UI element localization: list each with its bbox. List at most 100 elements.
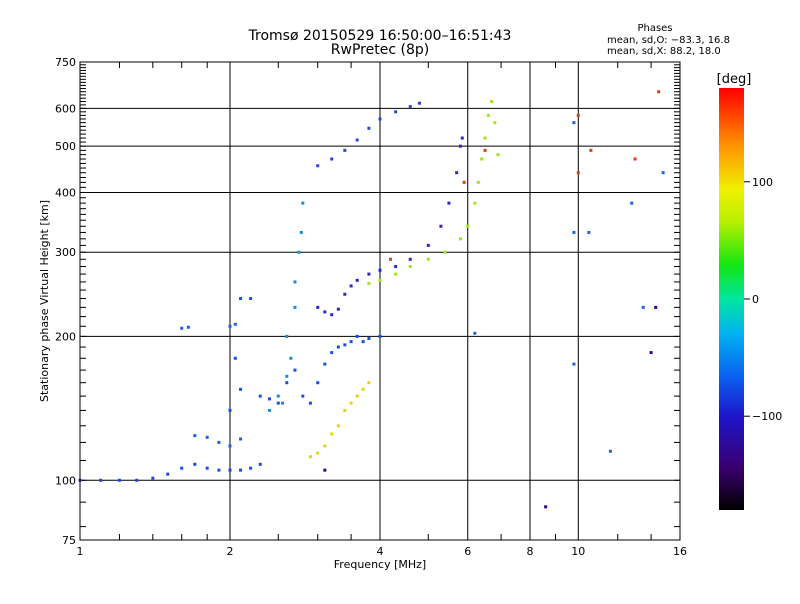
echo-point xyxy=(193,462,197,466)
y-axis-label: Stationary phase Virtual Height [km] xyxy=(38,200,51,402)
colorbar xyxy=(719,88,744,510)
echo-point xyxy=(443,250,447,254)
echo-point xyxy=(367,381,371,385)
echo-point xyxy=(473,331,477,335)
echo-point xyxy=(589,148,593,152)
echo-point xyxy=(239,387,243,391)
echo-point xyxy=(323,310,327,314)
echo-point xyxy=(483,148,487,152)
echo-point xyxy=(576,113,580,117)
echo-point xyxy=(180,466,184,470)
echo-point xyxy=(493,121,497,125)
echo-point xyxy=(316,451,320,455)
echo-point xyxy=(228,468,232,472)
echo-point xyxy=(654,305,658,309)
x-tick-label: 16 xyxy=(673,545,687,558)
echo-point xyxy=(394,272,398,276)
y-tick-label: 100 xyxy=(55,474,76,487)
echo-point xyxy=(330,351,334,355)
echo-point xyxy=(367,282,371,286)
echo-point xyxy=(367,272,371,276)
echo-point xyxy=(323,444,327,448)
echo-point xyxy=(458,237,462,241)
colorbar-label: [deg] xyxy=(717,72,752,87)
phases-x-stats: mean, sd,X: 88.2, 18.0 xyxy=(607,46,721,57)
echo-point xyxy=(193,434,197,438)
echo-point xyxy=(316,305,320,309)
x-tick-label: 8 xyxy=(527,545,534,558)
minor-ticks xyxy=(80,62,680,540)
echo-point xyxy=(308,455,312,459)
echo-point xyxy=(276,401,280,405)
echo-point xyxy=(576,171,580,175)
echo-point xyxy=(205,466,209,470)
echo-point xyxy=(378,268,382,272)
echo-point xyxy=(473,201,477,205)
echo-point xyxy=(361,340,365,344)
echo-point xyxy=(355,278,359,282)
echo-point xyxy=(572,362,576,366)
echo-point xyxy=(480,157,484,161)
echo-point xyxy=(239,297,243,301)
echo-point xyxy=(343,148,347,152)
echo-point xyxy=(285,334,289,338)
echo-point xyxy=(293,305,297,309)
echo-point xyxy=(281,401,285,405)
echo-point xyxy=(657,90,661,94)
echo-point xyxy=(447,201,451,205)
x-tick-label: 2 xyxy=(227,545,234,558)
echo-point xyxy=(301,201,305,205)
echo-point xyxy=(217,468,221,472)
echo-point xyxy=(349,340,353,344)
x-tick-label: 4 xyxy=(377,545,384,558)
x-tick-label: 6 xyxy=(464,545,471,558)
echo-point xyxy=(572,230,576,234)
echo-point xyxy=(389,257,393,261)
y-tick-label: 300 xyxy=(55,246,76,259)
echo-point xyxy=(343,408,347,412)
echo-point xyxy=(239,437,243,441)
x-tick-labels: 1 2 4 6 8 10 16 xyxy=(77,545,688,558)
echo-point xyxy=(249,297,253,301)
echo-point xyxy=(378,117,382,121)
plot-frame xyxy=(79,61,681,541)
phases-o-stats: mean, sd,O: −83.3, 16.8 xyxy=(607,35,730,46)
echo-point xyxy=(649,351,653,355)
echo-point xyxy=(217,440,221,444)
echo-point xyxy=(308,401,312,405)
echo-point xyxy=(408,265,412,269)
echo-point xyxy=(483,136,487,140)
echo-point xyxy=(285,381,289,385)
colorbar-tick-label: 0 xyxy=(752,293,759,306)
echo-point xyxy=(355,394,359,398)
echo-point xyxy=(343,343,347,347)
y-tick-label: 600 xyxy=(55,102,76,115)
echo-point xyxy=(426,257,430,261)
echo-point xyxy=(228,324,232,328)
echo-point xyxy=(587,230,591,234)
echo-point xyxy=(297,250,301,254)
echo-point xyxy=(394,265,398,269)
echo-point xyxy=(186,325,190,329)
echo-point xyxy=(316,164,320,168)
echo-point xyxy=(641,305,645,309)
echo-point xyxy=(490,100,494,104)
echo-point xyxy=(233,356,237,360)
echo-point xyxy=(276,394,280,398)
grid-lines xyxy=(80,62,680,540)
echo-point xyxy=(285,374,289,378)
echo-point xyxy=(367,336,371,340)
echo-point xyxy=(117,478,121,482)
y-tick-label: 500 xyxy=(55,140,76,153)
x-axis-label: Frequency [MHz] xyxy=(334,558,426,571)
echo-point xyxy=(293,280,297,284)
echo-point xyxy=(349,401,353,405)
echo-point xyxy=(544,505,548,509)
colorbar-ticks: 100 0 −100 xyxy=(744,176,782,423)
echo-point xyxy=(293,368,297,372)
echo-point xyxy=(417,101,421,105)
x-tick-label: 10 xyxy=(571,545,585,558)
echo-point xyxy=(228,444,232,448)
echo-point xyxy=(466,224,470,228)
